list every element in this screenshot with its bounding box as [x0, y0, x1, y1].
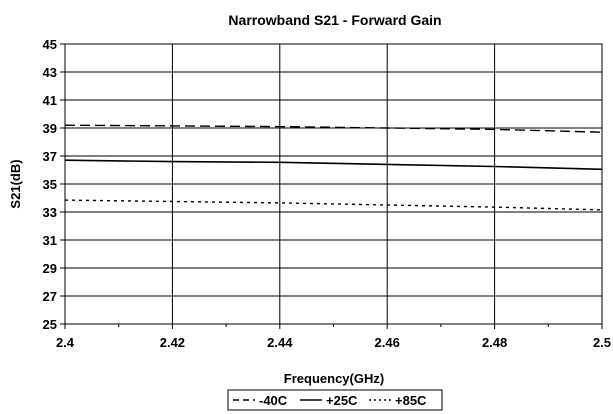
x-tick-label: 2.44	[267, 335, 293, 350]
y-axis-label: S21(dB)	[8, 159, 23, 208]
series-layer	[64, 124, 603, 211]
legend-label: +25C	[326, 393, 358, 408]
y-tick-label: 35	[43, 177, 57, 192]
series-line-25cc	[64, 159, 603, 171]
y-tick-label: 31	[43, 233, 57, 248]
y-tick-label: 37	[43, 149, 57, 164]
chart-title: Narrowband S21 - Forward Gain	[228, 12, 441, 28]
legend-label: +85C	[395, 393, 427, 408]
x-tick-label: 2.5	[593, 335, 611, 350]
x-axis-label: Frequency(GHz)	[284, 371, 384, 386]
x-tick-label: 2.42	[160, 335, 185, 350]
legend: -40C +25C +85C	[227, 389, 443, 411]
y-tick-label: 39	[43, 121, 57, 136]
y-tick-label: 33	[43, 205, 57, 220]
y-tick-label: 41	[43, 93, 57, 108]
legend-box	[227, 389, 443, 411]
y-tick-label: 45	[43, 37, 57, 52]
series-line-85cc	[64, 199, 603, 211]
y-tick-label: 43	[43, 65, 57, 80]
x-tick-label: 2.46	[375, 335, 400, 350]
x-tick-label: 2.4	[56, 335, 75, 350]
x-axis-ticks: 2.4 2.42 2.44 2.46 2.48 2.5	[56, 324, 611, 350]
legend-label: -40C	[259, 393, 288, 408]
y-tick-label: 29	[43, 261, 57, 276]
x-tick-label: 2.48	[482, 335, 507, 350]
y-tick-label: 27	[43, 289, 57, 304]
y-axis-ticks: 25 27 29 31 33 35 37 39 41 43 45	[43, 37, 65, 332]
y-tick-label: 25	[43, 317, 57, 332]
